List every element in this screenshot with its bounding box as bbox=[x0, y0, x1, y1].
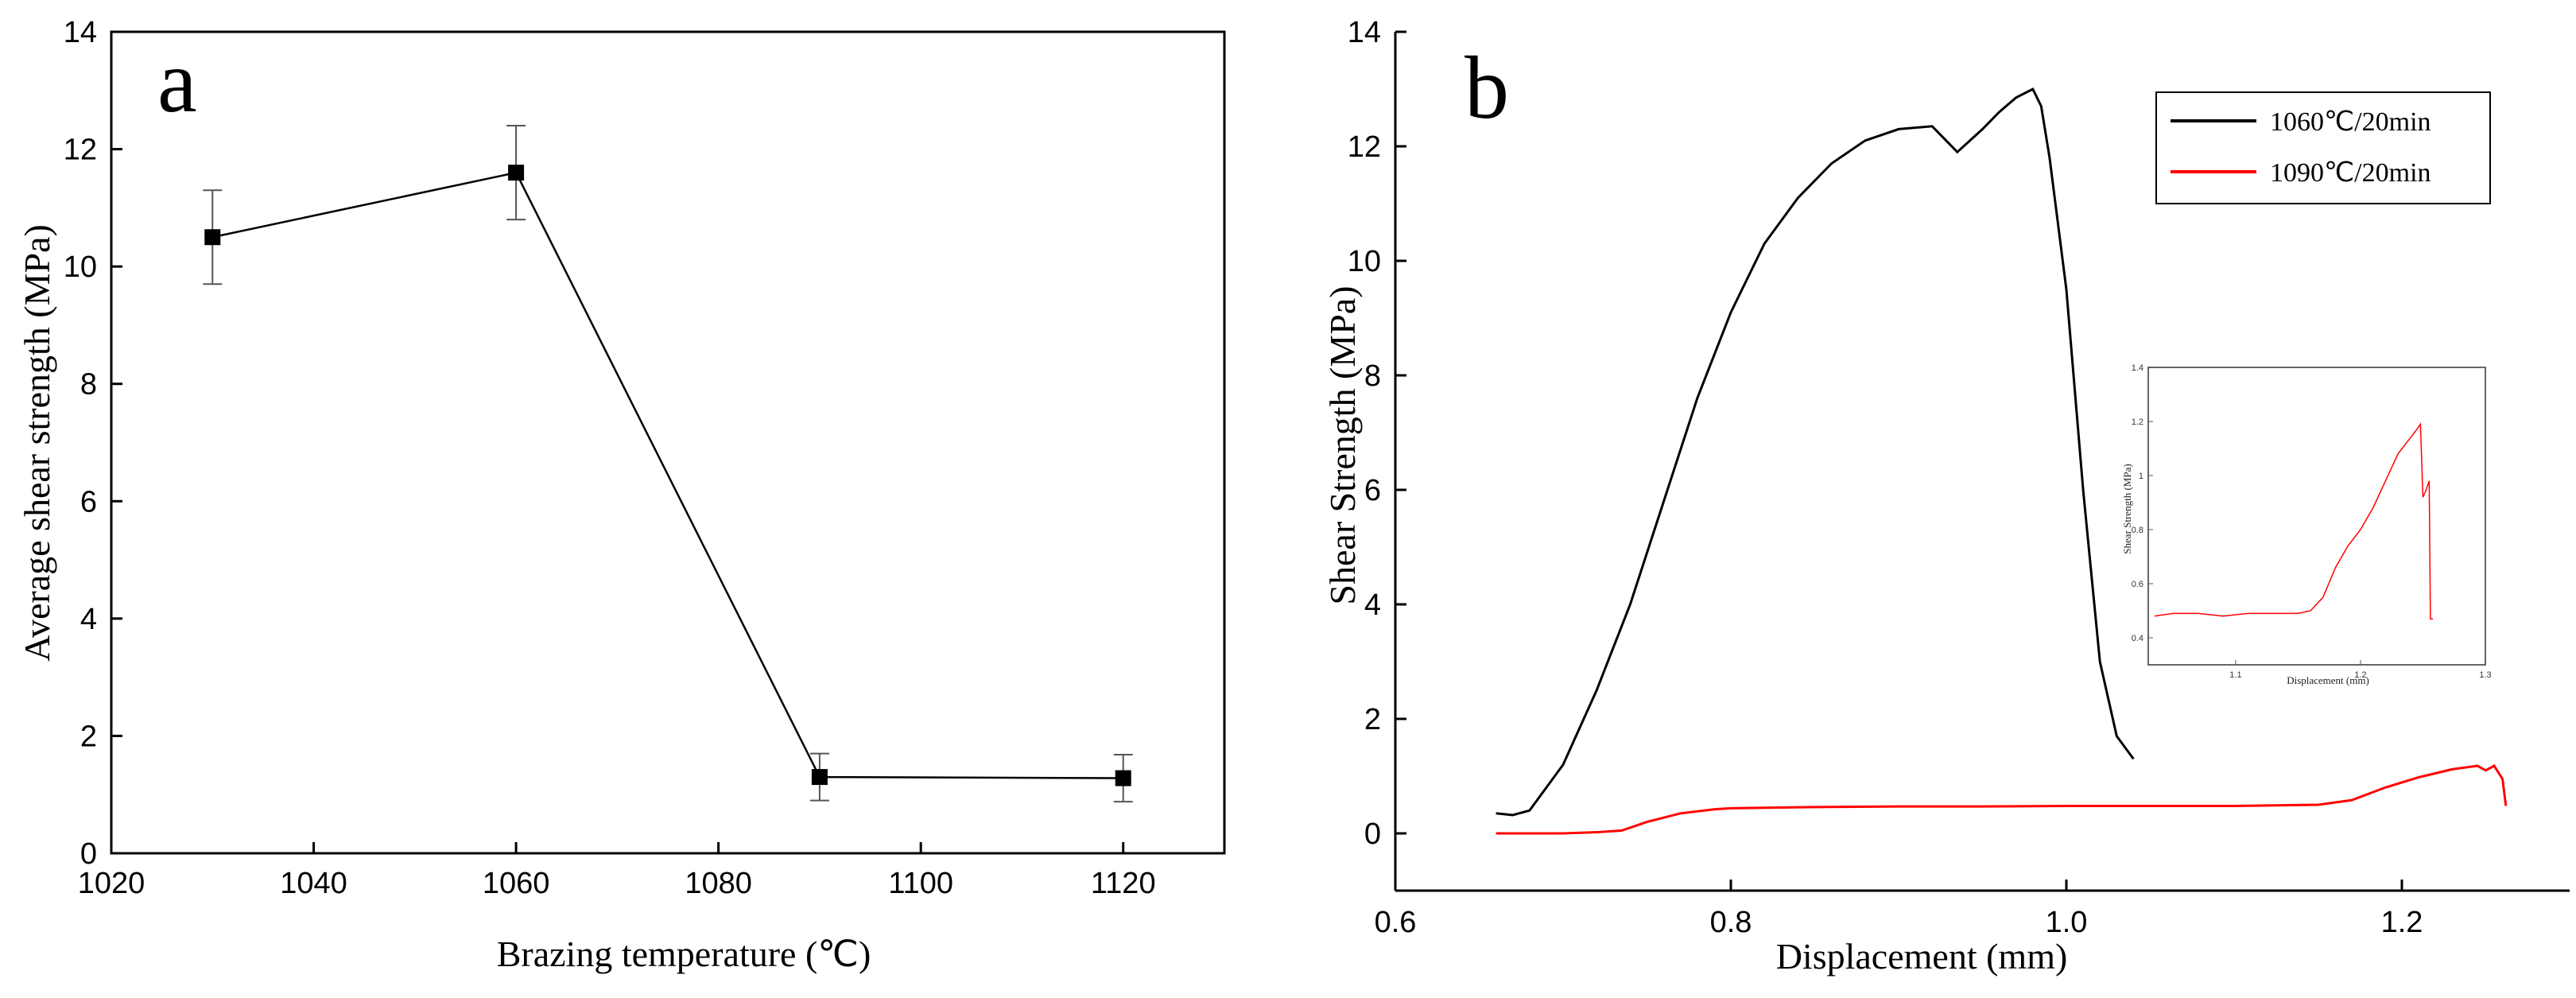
legend-label-1090: 1090℃/20min bbox=[2270, 158, 2431, 188]
inset-y-tick-label-0-6: 0.6 bbox=[2132, 580, 2143, 589]
inset-series-line-0 bbox=[2154, 422, 2434, 619]
chart-a-ticks: 1020 1040 1060 1080 1100 1120 0 2 4 6 8 10 12 14 bbox=[64, 16, 1156, 900]
chart-a-y-axis-title: Average shear strength (MPa) bbox=[17, 224, 57, 662]
panel-b-label: b bbox=[1465, 39, 1509, 138]
inset-x-tick-label-1-3: 1.3 bbox=[2479, 670, 2491, 680]
chart-b-frame bbox=[1394, 32, 2570, 892]
chart-a-plot-frame bbox=[110, 30, 1226, 855]
legend-box bbox=[2155, 91, 2491, 204]
inset-y-tick-label-0-4: 0.4 bbox=[2132, 634, 2143, 643]
y-tick-label-14: 14 bbox=[1348, 16, 1381, 49]
x-tick-label-1040: 1040 bbox=[280, 867, 347, 900]
y-tick-label-4: 4 bbox=[1364, 588, 1381, 622]
inset-x-axis-title: Displacement (mm) bbox=[2287, 674, 2369, 686]
x-tick-label-0-8: 0.8 bbox=[1710, 906, 1752, 939]
data-point-1060 bbox=[508, 165, 525, 181]
data-point-1030 bbox=[204, 229, 221, 246]
chart-b-inset: 1.1 1.2 1.3 0.4 0.6 0.8 1 1.2 1.4 Displacement (… bbox=[2121, 363, 2492, 686]
inset-x-tick-label-1-2: 1.2 bbox=[2354, 670, 2366, 680]
x-tick-label-1020: 1020 bbox=[78, 867, 145, 900]
y-tick-label-10: 10 bbox=[64, 250, 97, 284]
x-tick-label-1: 1.0 bbox=[2046, 906, 2088, 939]
y-tick-label-0: 0 bbox=[80, 837, 97, 871]
y-tick-label-8: 8 bbox=[1364, 359, 1381, 393]
chart-b-ticks: 0.6 0.8 1.0 1.2 0 2 4 6 8 10 12 14 bbox=[1348, 16, 2423, 939]
x-tick-label-1100: 1100 bbox=[888, 867, 953, 900]
inset-frame bbox=[2147, 367, 2486, 666]
y-tick-label-4: 4 bbox=[80, 603, 97, 636]
x-tick-label-0-6: 0.6 bbox=[1375, 906, 1417, 939]
inset-series bbox=[2154, 422, 2434, 619]
data-point-1090 bbox=[811, 769, 828, 786]
y-tick-label-12: 12 bbox=[64, 134, 97, 167]
y-tick-label-12: 12 bbox=[1348, 130, 1381, 164]
x-tick-label-1060: 1060 bbox=[483, 867, 550, 900]
inset-y-tick-label-0-8: 0.8 bbox=[2132, 526, 2143, 535]
y-tick-label-6: 6 bbox=[1364, 474, 1381, 507]
series-line-a-0 bbox=[212, 171, 1123, 779]
chart-panel-a: 1020 1040 1060 1080 1100 1120 0 2 4 6 8 10 12 14 a Br… bbox=[17, 16, 1226, 974]
legend-label-1060: 1060℃/20min bbox=[2270, 107, 2431, 137]
chart-a-x-axis-title: Brazing temperature (℃) bbox=[497, 934, 871, 974]
panel-a-label: a bbox=[157, 33, 197, 131]
x-tick-label-1080: 1080 bbox=[685, 867, 752, 900]
data-point-1120 bbox=[1115, 770, 1131, 786]
y-tick-label-2: 2 bbox=[1364, 703, 1381, 736]
chart-a-svg: 1020 1040 1060 1080 1100 1120 0 2 4 6 8 10 12 14 a Br… bbox=[17, 16, 1226, 974]
chart-b-svg: 0.6 0.8 1.0 1.2 0 2 4 6 8 10 12 14 b Displacement (… bbox=[1322, 16, 2570, 977]
y-tick-label-2: 2 bbox=[80, 720, 97, 753]
chart-b-x-axis-title: Displacement (mm) bbox=[1776, 936, 2068, 977]
chart-b-legend: 1060℃/20min 1090℃/20min bbox=[2155, 91, 2491, 204]
chart-b-y-axis-title: Shear Strength (MPa) bbox=[1322, 285, 1363, 604]
y-tick-label-14: 14 bbox=[64, 16, 97, 49]
inset-x-tick-label-1-1: 1.1 bbox=[2229, 670, 2241, 680]
chart-panel-b: 0.6 0.8 1.0 1.2 0 2 4 6 8 10 12 14 b Displacement (… bbox=[1288, 0, 2576, 998]
y-tick-label-10: 10 bbox=[1348, 245, 1381, 278]
x-tick-label-1-2: 1.2 bbox=[2381, 906, 2423, 939]
x-tick-label-1120: 1120 bbox=[1091, 867, 1156, 900]
series-line-1060-20min bbox=[1496, 87, 2135, 817]
y-tick-label-0: 0 bbox=[1364, 817, 1381, 851]
y-tick-label-8: 8 bbox=[80, 368, 97, 402]
series-line-1090-20min bbox=[1496, 764, 2508, 835]
inset-y-tick-label-1: 1 bbox=[2139, 472, 2143, 481]
inset-y-axis-title: Shear Strength (MPa) bbox=[2121, 464, 2133, 553]
chart-a-series bbox=[203, 125, 1133, 803]
inset-y-tick-label-1-4: 1.4 bbox=[2132, 363, 2143, 373]
chart-a-frame bbox=[110, 30, 1226, 855]
chart-b-series bbox=[1496, 87, 2508, 835]
inset-y-tick-label-1-2: 1.2 bbox=[2132, 417, 2143, 427]
inset-ticks: 1.1 1.2 1.3 0.4 0.6 0.8 1 1.2 1.4 bbox=[2132, 363, 2492, 680]
y-tick-label-6: 6 bbox=[80, 485, 97, 518]
